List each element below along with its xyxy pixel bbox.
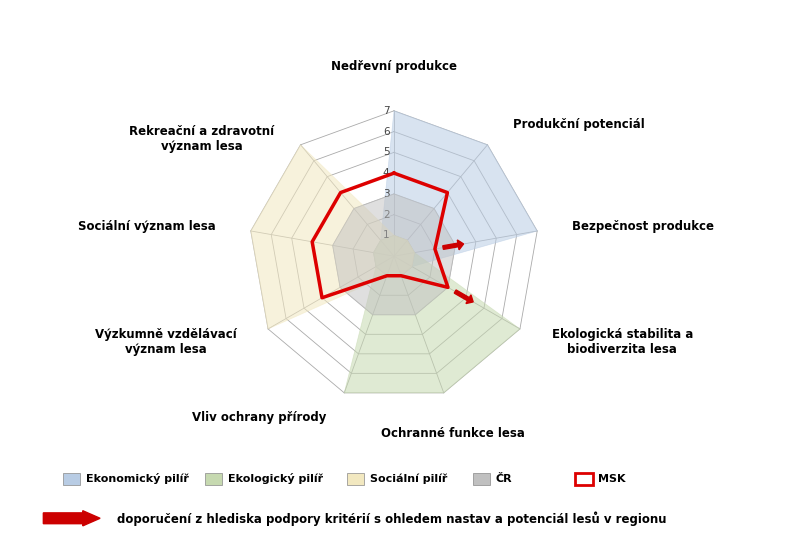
Text: Ekologický pilíř: Ekologický pilíř	[228, 473, 323, 484]
Text: Sociální význam lesa: Sociální význam lesa	[78, 220, 216, 233]
Text: 4: 4	[383, 168, 389, 178]
FancyArrow shape	[454, 290, 473, 304]
Text: 2: 2	[383, 210, 389, 220]
Text: Rekreační a zdravotní
význam lesa: Rekreační a zdravotní význam lesa	[129, 125, 274, 153]
Polygon shape	[344, 235, 520, 393]
Text: 7: 7	[383, 106, 389, 116]
Text: Nedřevní produkce: Nedřevní produkce	[331, 60, 457, 73]
Text: doporučení z hlediska podpory kritérií s ohledem nastav a potenciál lesů v regio: doporučení z hlediska podpory kritérií s…	[117, 511, 666, 525]
Text: Ochranné funkce lesa: Ochranné funkce lesa	[381, 426, 525, 439]
FancyArrow shape	[443, 240, 463, 250]
Text: Ekologická stabilita a
biodiverzita lesa: Ekologická stabilita a biodiverzita lesa	[552, 328, 693, 356]
Polygon shape	[333, 194, 455, 315]
Text: Produkční potenciál: Produkční potenciál	[514, 118, 645, 131]
Text: Bezpečnost produkce: Bezpečnost produkce	[572, 220, 714, 233]
Text: 5: 5	[383, 147, 389, 157]
Text: 3: 3	[383, 189, 389, 199]
Text: 1: 1	[383, 230, 389, 240]
Text: Ekonomický pilíř: Ekonomický pilíř	[86, 473, 189, 484]
Text: Výzkumně vzdělávací
význam lesa: Výzkumně vzdělávací význam lesa	[95, 328, 236, 356]
Polygon shape	[374, 111, 537, 276]
Text: Sociální pilíř: Sociální pilíř	[370, 473, 447, 484]
Text: ČR: ČR	[496, 474, 512, 484]
Text: MSK: MSK	[598, 474, 626, 484]
Polygon shape	[251, 145, 414, 329]
Text: Vliv ochrany přírody: Vliv ochrany přírody	[191, 411, 326, 424]
Text: 6: 6	[383, 127, 389, 136]
